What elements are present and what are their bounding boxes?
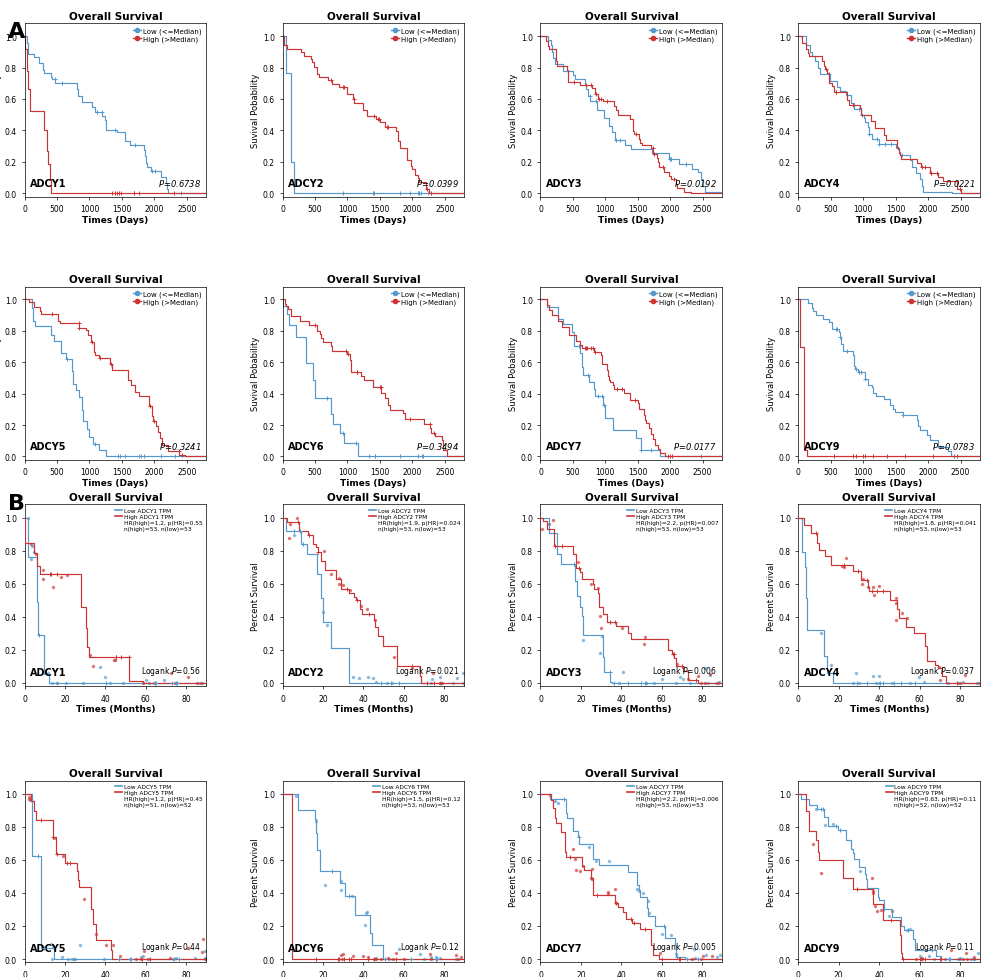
Text: ADCY3: ADCY3 — [546, 667, 582, 677]
Text: ADCY6: ADCY6 — [288, 442, 324, 451]
Text: ADCY2: ADCY2 — [288, 667, 324, 677]
Y-axis label: Percent Survival: Percent Survival — [0, 837, 2, 906]
Text: ADCY5: ADCY5 — [31, 943, 67, 954]
Y-axis label: Suvival Pobability: Suvival Pobability — [0, 73, 2, 149]
Legend: Low (<=Median), High (>Median): Low (<=Median), High (>Median) — [646, 288, 721, 309]
Y-axis label: Suvival Pobability: Suvival Pobability — [767, 73, 776, 149]
Title: Overall Survival: Overall Survival — [584, 13, 678, 22]
Y-axis label: Percent Survival: Percent Survival — [251, 837, 260, 906]
Legend: Low ADCY5 TPM, High ADCY5 TPM, HR(high)=1.2, p(HR)=0.45, n(high)=51, n(low)=52: Low ADCY5 TPM, High ADCY5 TPM, HR(high)=… — [113, 782, 205, 810]
X-axis label: Times (Days): Times (Days) — [598, 478, 665, 488]
Text: B: B — [8, 493, 25, 513]
Text: Logank $P$=0.006: Logank $P$=0.006 — [652, 664, 717, 677]
Title: Overall Survival: Overall Survival — [842, 13, 936, 22]
Text: ADCY1: ADCY1 — [31, 667, 67, 677]
Text: $P$=0.6738: $P$=0.6738 — [158, 178, 201, 189]
Title: Overall Survival: Overall Survival — [327, 492, 421, 502]
Title: Overall Survival: Overall Survival — [584, 276, 678, 285]
X-axis label: Times (Days): Times (Days) — [856, 478, 922, 488]
Legend: Low ADCY1 TPM, High ADCY1 TPM, HR(high)=1.2, p(HR)=0.55, n(high)=53, n(low)=53: Low ADCY1 TPM, High ADCY1 TPM, HR(high)=… — [113, 506, 205, 533]
Text: $P$=0.0399: $P$=0.0399 — [416, 178, 459, 189]
Text: Logank $P$=0.005: Logank $P$=0.005 — [652, 940, 717, 954]
X-axis label: Times (Months): Times (Months) — [76, 704, 156, 713]
Text: ADCY4: ADCY4 — [804, 179, 840, 189]
Title: Overall Survival: Overall Survival — [842, 276, 936, 285]
Text: Logank $P$=0.037: Logank $P$=0.037 — [910, 664, 974, 677]
Legend: Low (<=Median), High (>Median): Low (<=Median), High (>Median) — [388, 288, 463, 309]
Y-axis label: Suvival Pobability: Suvival Pobability — [509, 336, 518, 411]
Title: Overall Survival: Overall Survival — [842, 492, 936, 502]
Text: Logank $P$=0.11: Logank $P$=0.11 — [915, 940, 974, 954]
Text: ADCY3: ADCY3 — [546, 179, 582, 189]
Legend: Low ADCY7 TPM, High ADCY7 TPM, HR(high)=2.2, p(HR)=0.006, n(high)=53, n(low)=53: Low ADCY7 TPM, High ADCY7 TPM, HR(high)=… — [625, 782, 721, 810]
Text: $P$=0.3241: $P$=0.3241 — [159, 441, 201, 451]
Y-axis label: Percent Survival: Percent Survival — [767, 562, 776, 630]
X-axis label: Times (Months): Times (Months) — [849, 704, 929, 713]
Text: $P$=0.0221: $P$=0.0221 — [933, 178, 974, 189]
X-axis label: Times (Months): Times (Months) — [334, 704, 413, 713]
Y-axis label: Percent Survival: Percent Survival — [251, 562, 260, 630]
Legend: Low ADCY6 TPM, High ADCY6 TPM, HR(high)=1.5, p(HR)=0.12, n(high)=53, n(low)=53: Low ADCY6 TPM, High ADCY6 TPM, HR(high)=… — [371, 782, 463, 810]
Y-axis label: Suvival Pobability: Suvival Pobability — [767, 336, 776, 411]
Legend: Low ADCY4 TPM, High ADCY4 TPM, HR(high)=1.8, p(HR)=0.041, n(high)=53, n(low)=53: Low ADCY4 TPM, High ADCY4 TPM, HR(high)=… — [884, 506, 979, 533]
Legend: Low (<=Median), High (>Median): Low (<=Median), High (>Median) — [646, 25, 721, 46]
Title: Overall Survival: Overall Survival — [327, 276, 421, 285]
Title: Overall Survival: Overall Survival — [327, 13, 421, 22]
Text: ADCY1: ADCY1 — [31, 179, 67, 189]
Y-axis label: Percent Survival: Percent Survival — [0, 562, 2, 630]
Text: Logank $P$=0.12: Logank $P$=0.12 — [400, 940, 459, 954]
Text: ADCY7: ADCY7 — [546, 442, 582, 451]
Title: Overall Survival: Overall Survival — [69, 492, 163, 502]
Title: Overall Survival: Overall Survival — [69, 276, 163, 285]
Y-axis label: Percent Survival: Percent Survival — [767, 837, 776, 906]
X-axis label: Times (Days): Times (Days) — [856, 215, 922, 225]
Y-axis label: Percent Survival: Percent Survival — [509, 837, 518, 906]
Text: ADCY6: ADCY6 — [288, 943, 324, 954]
Legend: Low ADCY3 TPM, High ADCY3 TPM, HR(high)=2.2, p(HR)=0.007, n(high)=53, n(low)=53: Low ADCY3 TPM, High ADCY3 TPM, HR(high)=… — [624, 506, 721, 533]
Text: $P$=0.0177: $P$=0.0177 — [674, 441, 717, 451]
Text: $P$=0.0192: $P$=0.0192 — [674, 178, 717, 189]
Text: ADCY7: ADCY7 — [546, 943, 582, 954]
X-axis label: Times (Days): Times (Days) — [598, 215, 665, 225]
X-axis label: Times (Days): Times (Days) — [340, 478, 407, 488]
X-axis label: Times (Days): Times (Days) — [83, 215, 149, 225]
Y-axis label: Percent Survival: Percent Survival — [509, 562, 518, 630]
Y-axis label: Suvival Pobability: Suvival Pobability — [251, 336, 260, 411]
Title: Overall Survival: Overall Survival — [69, 769, 163, 779]
Text: Logank $P$=0.44: Logank $P$=0.44 — [141, 940, 201, 954]
Y-axis label: Suvival Pobability: Suvival Pobability — [0, 336, 2, 411]
Text: ADCY2: ADCY2 — [288, 179, 324, 189]
Title: Overall Survival: Overall Survival — [842, 769, 936, 779]
Legend: Low (<=Median), High (>Median): Low (<=Median), High (>Median) — [130, 288, 205, 309]
Title: Overall Survival: Overall Survival — [327, 769, 421, 779]
Text: Logank $P$=0.021: Logank $P$=0.021 — [395, 664, 459, 677]
Title: Overall Survival: Overall Survival — [584, 769, 678, 779]
Text: $P$=0.3494: $P$=0.3494 — [416, 441, 459, 451]
Text: Logank $P$=0.56: Logank $P$=0.56 — [141, 664, 201, 677]
Text: $P$=0.0783: $P$=0.0783 — [932, 441, 974, 451]
Title: Overall Survival: Overall Survival — [69, 13, 163, 22]
Y-axis label: Suvival Pobability: Suvival Pobability — [509, 73, 518, 149]
Legend: Low (<=Median), High (>Median): Low (<=Median), High (>Median) — [388, 25, 463, 46]
Title: Overall Survival: Overall Survival — [584, 492, 678, 502]
Text: ADCY4: ADCY4 — [804, 667, 840, 677]
Text: ADCY9: ADCY9 — [804, 442, 840, 451]
Text: ADCY9: ADCY9 — [804, 943, 840, 954]
X-axis label: Times (Days): Times (Days) — [340, 215, 407, 225]
Text: A: A — [8, 21, 26, 41]
X-axis label: Times (Days): Times (Days) — [83, 478, 149, 488]
Legend: Low (<=Median), High (>Median): Low (<=Median), High (>Median) — [130, 25, 205, 46]
Legend: Low (<=Median), High (>Median): Low (<=Median), High (>Median) — [904, 25, 979, 46]
Legend: Low ADCY2 TPM, High ADCY2 TPM, HR(high)=1.9, p(HR)=0.024, n(high)=53, n(low)=53: Low ADCY2 TPM, High ADCY2 TPM, HR(high)=… — [367, 506, 463, 533]
X-axis label: Times (Months): Times (Months) — [592, 704, 671, 713]
Text: ADCY5: ADCY5 — [31, 442, 67, 451]
Legend: Low ADCY9 TPM, High ADCY9 TPM, HR(high)=0.63, p(HR)=0.11, n(high)=52, n(low)=52: Low ADCY9 TPM, High ADCY9 TPM, HR(high)=… — [884, 782, 979, 810]
Y-axis label: Suvival Pobability: Suvival Pobability — [251, 73, 260, 149]
Legend: Low (<=Median), High (>Median): Low (<=Median), High (>Median) — [904, 288, 979, 309]
